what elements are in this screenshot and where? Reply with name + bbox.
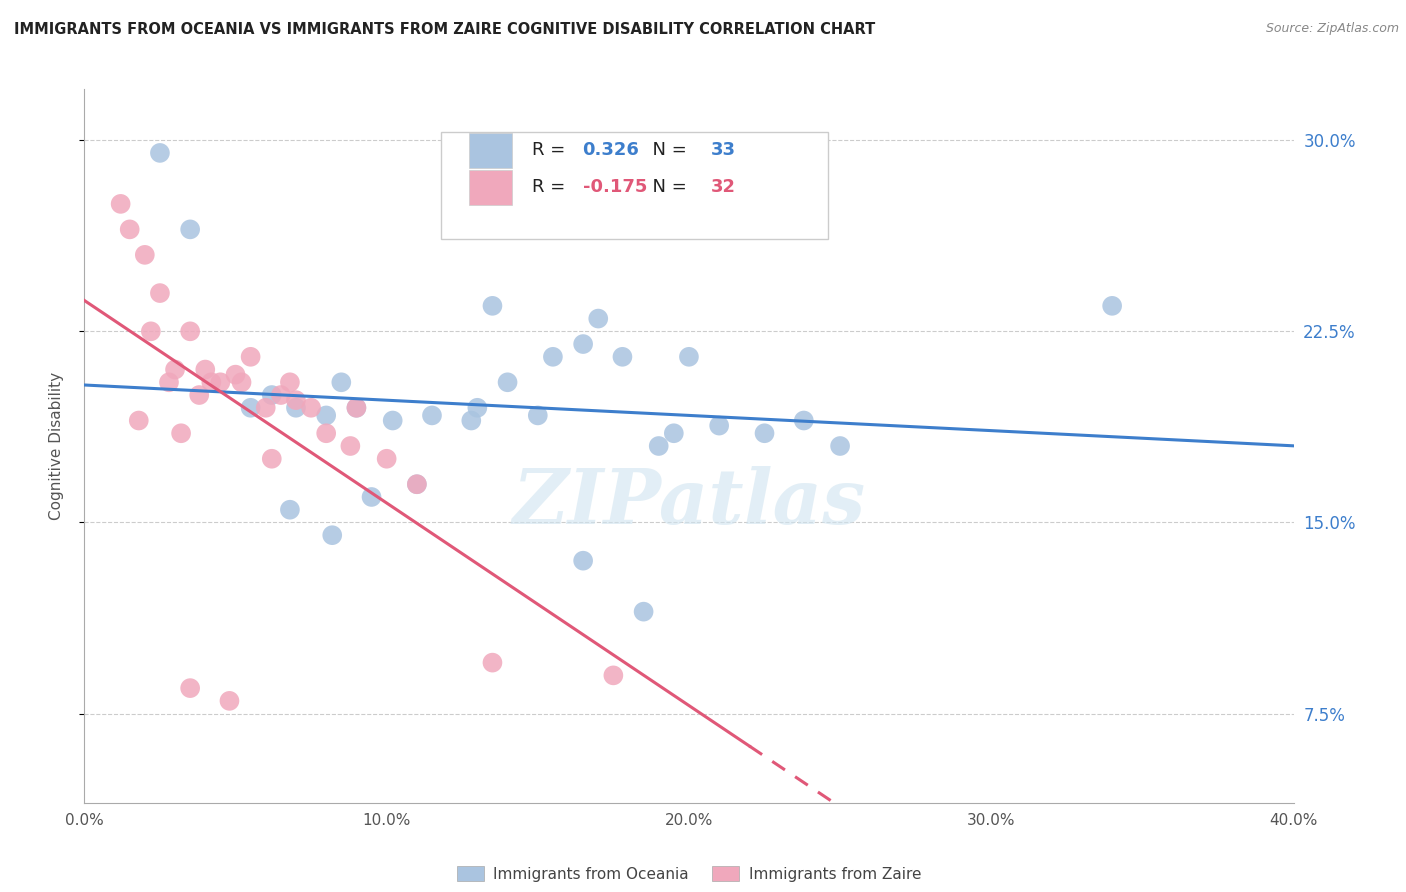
Point [315, 409, 337, 423]
Point [239, 350, 262, 364]
Point [406, 477, 429, 491]
Point [285, 393, 308, 408]
Point [754, 426, 776, 441]
Text: 0.326: 0.326 [582, 141, 640, 159]
Point [346, 401, 368, 415]
Point [110, 197, 132, 211]
Point [254, 401, 277, 415]
Point [188, 388, 211, 402]
Point [299, 401, 322, 415]
FancyBboxPatch shape [441, 132, 828, 239]
Point [194, 362, 217, 376]
Point [572, 337, 595, 351]
Point [1101, 299, 1123, 313]
Text: -0.175: -0.175 [582, 178, 647, 196]
Point [118, 222, 141, 236]
Point [360, 490, 382, 504]
Point [128, 413, 150, 427]
Text: 32: 32 [710, 178, 735, 196]
Point [157, 376, 180, 390]
Point [481, 299, 503, 313]
Y-axis label: Cognitive Disability: Cognitive Disability [49, 372, 63, 520]
Point [346, 401, 368, 415]
Point [149, 286, 172, 301]
Point [270, 388, 292, 402]
Point [179, 324, 201, 338]
FancyBboxPatch shape [468, 169, 512, 205]
Text: N =: N = [641, 178, 692, 196]
Point [496, 376, 519, 390]
Point [149, 145, 172, 160]
Text: IMMIGRANTS FROM OCEANIA VS IMMIGRANTS FROM ZAIRE COGNITIVE DISABILITY CORRELATIO: IMMIGRANTS FROM OCEANIA VS IMMIGRANTS FR… [14, 22, 876, 37]
Point [481, 656, 503, 670]
Point [225, 368, 247, 382]
Point [200, 376, 222, 390]
Point [315, 426, 337, 441]
Point [179, 222, 201, 236]
Point [527, 409, 550, 423]
Point [406, 477, 429, 491]
Point [381, 413, 404, 427]
Text: Source: ZipAtlas.com: Source: ZipAtlas.com [1265, 22, 1399, 36]
Point [572, 554, 595, 568]
Text: ZIPatlas: ZIPatlas [512, 467, 866, 540]
Point [209, 376, 232, 390]
Point [260, 451, 283, 466]
Point [278, 502, 301, 516]
Point [375, 451, 398, 466]
Point [588, 311, 610, 326]
Point [612, 350, 634, 364]
Legend: Immigrants from Oceania, Immigrants from Zaire: Immigrants from Oceania, Immigrants from… [451, 860, 927, 888]
Point [330, 376, 353, 390]
Text: N =: N = [641, 141, 692, 159]
Text: 33: 33 [710, 141, 735, 159]
Point [179, 681, 201, 695]
Point [170, 426, 193, 441]
Point [321, 528, 343, 542]
Point [420, 409, 443, 423]
Point [339, 439, 361, 453]
Point [467, 401, 489, 415]
Point [218, 694, 240, 708]
Text: R =: R = [531, 141, 571, 159]
Point [278, 376, 301, 390]
Point [648, 439, 671, 453]
Point [793, 413, 815, 427]
Point [285, 401, 308, 415]
Point [139, 324, 162, 338]
Point [260, 388, 283, 402]
Point [830, 439, 852, 453]
Point [134, 248, 156, 262]
Point [231, 376, 253, 390]
Point [633, 605, 655, 619]
Point [165, 362, 187, 376]
Text: R =: R = [531, 178, 571, 196]
Point [678, 350, 700, 364]
Point [662, 426, 685, 441]
Point [602, 668, 624, 682]
Point [709, 418, 731, 433]
Point [541, 350, 564, 364]
Point [460, 413, 482, 427]
FancyBboxPatch shape [468, 133, 512, 168]
Point [239, 401, 262, 415]
